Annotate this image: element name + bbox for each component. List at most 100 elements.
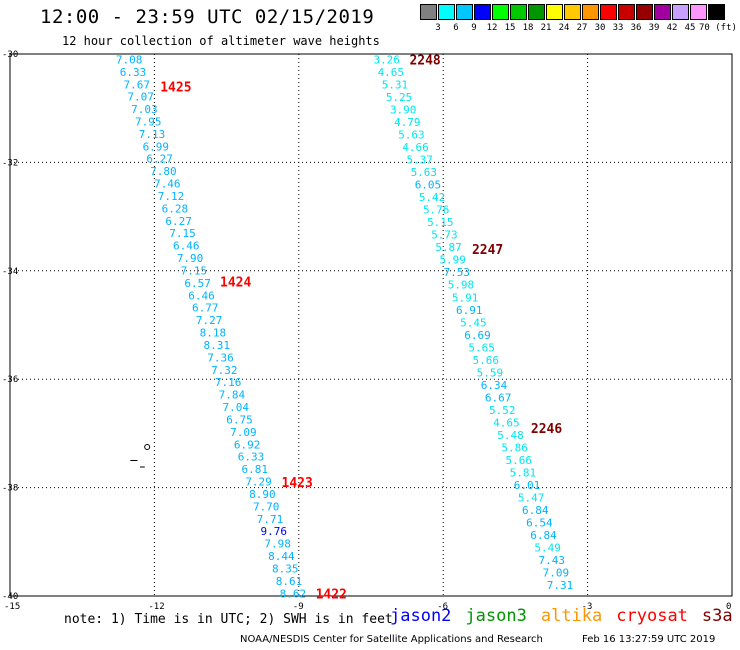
y-tick-label: -32 xyxy=(2,158,18,168)
wave-height-label: 5.66 xyxy=(505,454,532,467)
wave-height-label: 6.27 xyxy=(165,215,192,228)
footer-date: Feb 16 13:27:59 UTC 2019 xyxy=(582,634,716,645)
wave-height-label: 5.91 xyxy=(452,291,479,304)
wave-height-label: 5.52 xyxy=(489,404,515,417)
time-label: 1422 xyxy=(316,587,347,602)
wave-height-label: 6.01 xyxy=(514,479,541,492)
wave-height-label: 9.76 xyxy=(261,525,288,538)
colorbar-swatch xyxy=(492,4,509,20)
colorbar-swatch xyxy=(546,4,563,20)
wave-height-label: 5.37 xyxy=(406,154,433,167)
wave-height-label: 7.04 xyxy=(222,401,249,414)
y-tick-label: -30 xyxy=(2,50,18,60)
wave-height-label: 5.76 xyxy=(423,204,450,217)
wave-height-label: 5.81 xyxy=(510,467,537,480)
colorbar-label: 15 xyxy=(504,23,516,33)
footnote: note: 1) Time is in UTC; 2) SWH is in fe… xyxy=(64,612,393,627)
wave-height-label: 7.29 xyxy=(245,476,271,489)
wave-height-label: 6.77 xyxy=(192,302,219,315)
wave-height-label: 7.07 xyxy=(127,91,153,104)
wave-height-label: 7.13 xyxy=(139,128,166,141)
wave-height-label: 6.33 xyxy=(238,451,265,464)
wave-height-label: 8.44 xyxy=(268,550,295,563)
time-label: 2246 xyxy=(531,422,562,437)
colorbar-label: 36 xyxy=(630,23,642,33)
wave-height-label: 8.35 xyxy=(272,562,299,575)
wave-height-label: 6.99 xyxy=(143,140,170,153)
wave-height-label: 7.09 xyxy=(543,567,570,580)
wave-height-label: 5.47 xyxy=(518,492,545,505)
wave-height-label: 7.31 xyxy=(547,579,574,592)
wave-height-label: 7.08 xyxy=(116,53,143,66)
wave-height-label: 7.90 xyxy=(177,252,204,265)
colorbar-swatch xyxy=(456,4,473,20)
colorbar-swatch xyxy=(636,4,653,20)
wave-height-label: 7.15 xyxy=(169,227,196,240)
colorbar-swatch xyxy=(510,4,527,20)
wave-height-label: 6.46 xyxy=(173,240,200,253)
wave-height-label: 6.34 xyxy=(481,379,508,392)
colorbar-label: 6 xyxy=(453,23,459,33)
page-title: 12:00 - 23:59 UTC 02/15/2019 xyxy=(40,6,375,28)
wave-height-label: 6.91 xyxy=(456,304,483,317)
colorbar-swatch xyxy=(528,4,545,20)
time-label: 1424 xyxy=(220,276,251,291)
x-tick-label: -15 xyxy=(4,602,20,612)
colorbar-label: 9 xyxy=(471,23,477,33)
colorbar-swatch xyxy=(438,4,455,20)
page-subtitle: 12 hour collection of altimeter wave hei… xyxy=(62,34,380,48)
wave-height-label: 7.80 xyxy=(150,165,177,178)
wave-height-label: 6.57 xyxy=(184,277,211,290)
colorbar-swatch xyxy=(582,4,599,20)
time-label: 1423 xyxy=(282,476,313,491)
wave-height-label: 5.25 xyxy=(386,91,413,104)
colorbar-swatch xyxy=(618,4,635,20)
wave-height-label: 8.62 xyxy=(280,587,307,600)
wave-height-label: 6.84 xyxy=(530,529,557,542)
wave-height-label: 7.98 xyxy=(264,538,291,551)
wave-height-label: 7.43 xyxy=(538,554,565,567)
wave-height-label: 7.27 xyxy=(196,314,223,327)
wave-height-label: 5.48 xyxy=(497,429,524,442)
time-label: 2248 xyxy=(409,53,440,68)
colorbar-swatch xyxy=(600,4,617,20)
satellite-legend: jason2 jason3 altika cryosat s3a xyxy=(390,606,740,626)
x-tick-label: -12 xyxy=(148,602,164,612)
wave-height-label: 5.45 xyxy=(460,316,487,329)
wave-height-label: 7.46 xyxy=(154,178,181,191)
wave-height-label: 4.65 xyxy=(493,416,519,429)
wave-height-label: 8.90 xyxy=(249,488,276,501)
wave-height-label: 5.99 xyxy=(439,254,466,267)
wave-height-label: 7.09 xyxy=(230,426,256,439)
y-tick-label: -40 xyxy=(2,592,18,602)
wave-height-label: 7.36 xyxy=(207,351,234,364)
colorbar-label: 39 xyxy=(648,23,660,33)
wave-height-label: 7.32 xyxy=(211,364,238,377)
x-tick-label: -6 xyxy=(437,602,448,612)
wave-height-label: 5.98 xyxy=(448,279,475,292)
wave-height-label: 7.71 xyxy=(257,513,284,526)
wave-height-label: 5.49 xyxy=(534,542,561,555)
time-label: 1425 xyxy=(160,81,191,96)
wave-height-label: 8.61 xyxy=(276,575,303,588)
wave-height-label: 6.75 xyxy=(226,413,253,426)
time-label: 2247 xyxy=(472,243,503,258)
wave-height-label: 7.84 xyxy=(219,389,246,402)
wave-height-label: 7.70 xyxy=(253,500,280,513)
wave-height-label: 5.65 xyxy=(468,341,495,354)
wave-height-label: 7.03 xyxy=(131,103,158,116)
wave-height-label: 7.12 xyxy=(158,190,185,203)
wave-height-label: 5.31 xyxy=(382,78,409,91)
x-tick-label: -3 xyxy=(582,602,593,612)
colorbar-swatch xyxy=(708,4,725,20)
wave-height-label: 6.05 xyxy=(415,179,442,192)
wave-height-label: 8.18 xyxy=(200,327,227,340)
wave-height-label: 6.92 xyxy=(234,438,261,451)
legend-item-s3a: s3a xyxy=(701,606,733,626)
wave-height-label: 7.95 xyxy=(135,115,162,128)
footer-credit: NOAA/NESDIS Center for Satellite Applica… xyxy=(240,634,543,645)
colorbar-swatch xyxy=(474,4,491,20)
legend-item-jason2: jason2 xyxy=(390,606,452,626)
wave-height-label: 4.79 xyxy=(394,116,421,129)
